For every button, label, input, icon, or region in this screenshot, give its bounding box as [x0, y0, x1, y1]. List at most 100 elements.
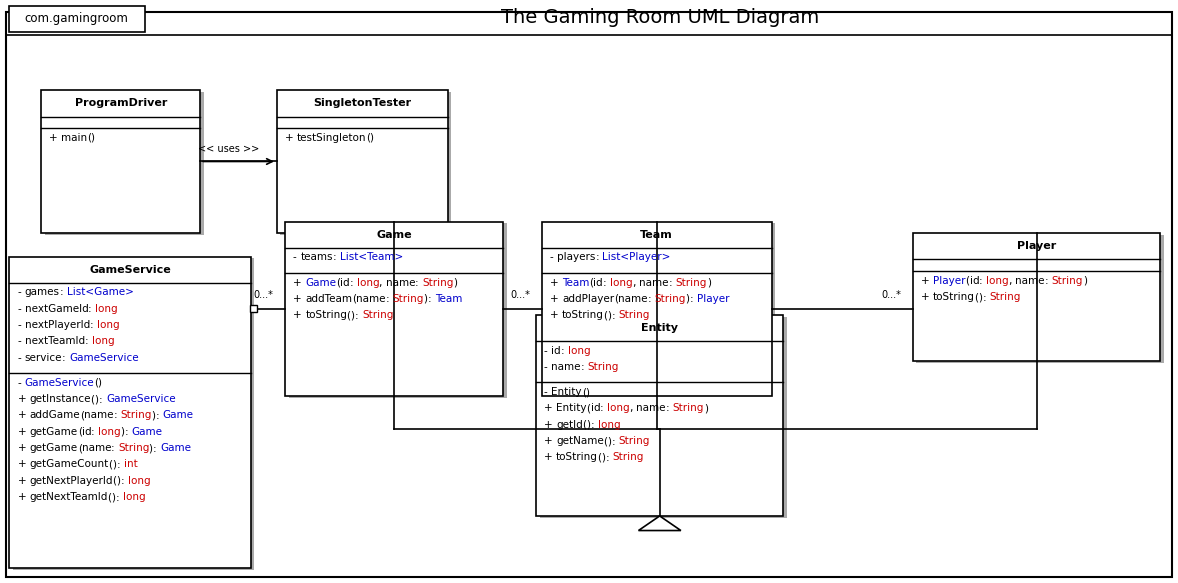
Text: nextPlayerId: nextPlayerId	[25, 320, 90, 330]
Text: 0...*: 0...*	[253, 290, 273, 300]
Text: (): ()	[366, 133, 375, 143]
Text: ): )	[454, 278, 458, 287]
Text: :: :	[88, 304, 95, 314]
Text: -: -	[544, 387, 551, 397]
Text: long: long	[98, 427, 121, 437]
Text: :: :	[92, 427, 98, 437]
Text: String: String	[118, 443, 150, 453]
Text: service: service	[25, 353, 62, 363]
FancyBboxPatch shape	[916, 235, 1164, 363]
Text: :: :	[666, 403, 673, 413]
Text: +: +	[293, 278, 305, 287]
Text: name: name	[551, 362, 581, 372]
Text: name: name	[618, 294, 648, 304]
Text: List<Player>: List<Player>	[602, 252, 670, 262]
Text: Game: Game	[376, 230, 412, 240]
FancyBboxPatch shape	[285, 222, 503, 396]
Text: -: -	[18, 353, 25, 363]
Text: (: (	[80, 410, 84, 420]
Text: ,: ,	[1008, 276, 1015, 286]
Text: +: +	[550, 294, 562, 304]
FancyBboxPatch shape	[6, 12, 1172, 577]
Text: Entity: Entity	[641, 323, 679, 333]
Text: getGame: getGame	[29, 427, 78, 437]
Text: String: String	[673, 403, 704, 413]
Text: long: long	[92, 336, 114, 346]
Text: +: +	[550, 278, 562, 287]
Text: -: -	[550, 252, 557, 262]
Text: (: (	[78, 443, 81, 453]
Text: String: String	[618, 436, 650, 446]
Text: -: -	[18, 378, 25, 388]
Text: id: id	[340, 278, 350, 287]
FancyBboxPatch shape	[289, 223, 507, 398]
Text: +: +	[544, 452, 556, 462]
Text: name: name	[356, 294, 385, 304]
FancyBboxPatch shape	[913, 233, 1160, 361]
Text: -: -	[544, 362, 551, 372]
Text: :: :	[979, 276, 986, 286]
Text: Game: Game	[305, 278, 336, 287]
Text: ():: ():	[108, 492, 123, 502]
FancyBboxPatch shape	[9, 257, 251, 568]
Text: +: +	[18, 492, 29, 502]
FancyBboxPatch shape	[41, 90, 200, 233]
Text: id: id	[594, 278, 603, 287]
Text: name: name	[84, 410, 113, 420]
Text: String: String	[120, 410, 152, 420]
Text: name: name	[386, 278, 416, 287]
Text: int: int	[124, 459, 138, 469]
Text: String: String	[1052, 276, 1083, 286]
Text: GameService: GameService	[70, 353, 139, 363]
Text: long: long	[597, 420, 621, 430]
Text: -: -	[18, 320, 25, 330]
Text: id: id	[590, 403, 601, 413]
Text: -: -	[293, 252, 300, 262]
Text: :: :	[581, 362, 588, 372]
Text: long: long	[128, 476, 151, 486]
Text: ():: ():	[604, 310, 618, 320]
Text: ): )	[704, 403, 708, 413]
Text: main: main	[61, 133, 87, 143]
FancyBboxPatch shape	[540, 317, 787, 518]
Text: ():: ():	[583, 420, 597, 430]
Text: id: id	[969, 276, 979, 286]
Text: :: :	[90, 320, 97, 330]
FancyBboxPatch shape	[277, 90, 448, 233]
Text: +: +	[18, 427, 29, 437]
Text: -: -	[18, 336, 25, 346]
Text: +: +	[18, 394, 29, 404]
Text: ): )	[1083, 276, 1087, 286]
Text: String: String	[392, 294, 424, 304]
Text: Entity: Entity	[556, 403, 587, 413]
Text: games: games	[25, 287, 60, 297]
Text: ():: ():	[598, 452, 613, 462]
Text: -: -	[18, 304, 25, 314]
Text: :: :	[648, 294, 655, 304]
Text: long: long	[95, 304, 118, 314]
Text: Team: Team	[641, 230, 673, 240]
Text: id: id	[551, 346, 561, 356]
Text: (: (	[966, 276, 969, 286]
Text: getGame: getGame	[29, 443, 78, 453]
Text: ):: ):	[424, 294, 435, 304]
Text: :: :	[561, 346, 568, 356]
Text: Player: Player	[933, 276, 966, 286]
Text: long: long	[97, 320, 119, 330]
Text: long: long	[610, 278, 633, 287]
Text: String: String	[655, 294, 686, 304]
Text: 0...*: 0...*	[881, 290, 901, 300]
FancyBboxPatch shape	[542, 222, 772, 396]
Text: ():: ():	[348, 310, 362, 320]
Text: +: +	[285, 133, 297, 143]
Text: Game: Game	[160, 443, 191, 453]
Text: (: (	[336, 278, 340, 287]
FancyBboxPatch shape	[9, 6, 145, 32]
Text: :: :	[85, 336, 92, 346]
Text: ,: ,	[633, 278, 640, 287]
Text: :: :	[601, 403, 607, 413]
Text: name: name	[640, 278, 669, 287]
Text: teams: teams	[300, 252, 333, 262]
Text: String: String	[613, 452, 644, 462]
Text: getGameCount: getGameCount	[29, 459, 108, 469]
